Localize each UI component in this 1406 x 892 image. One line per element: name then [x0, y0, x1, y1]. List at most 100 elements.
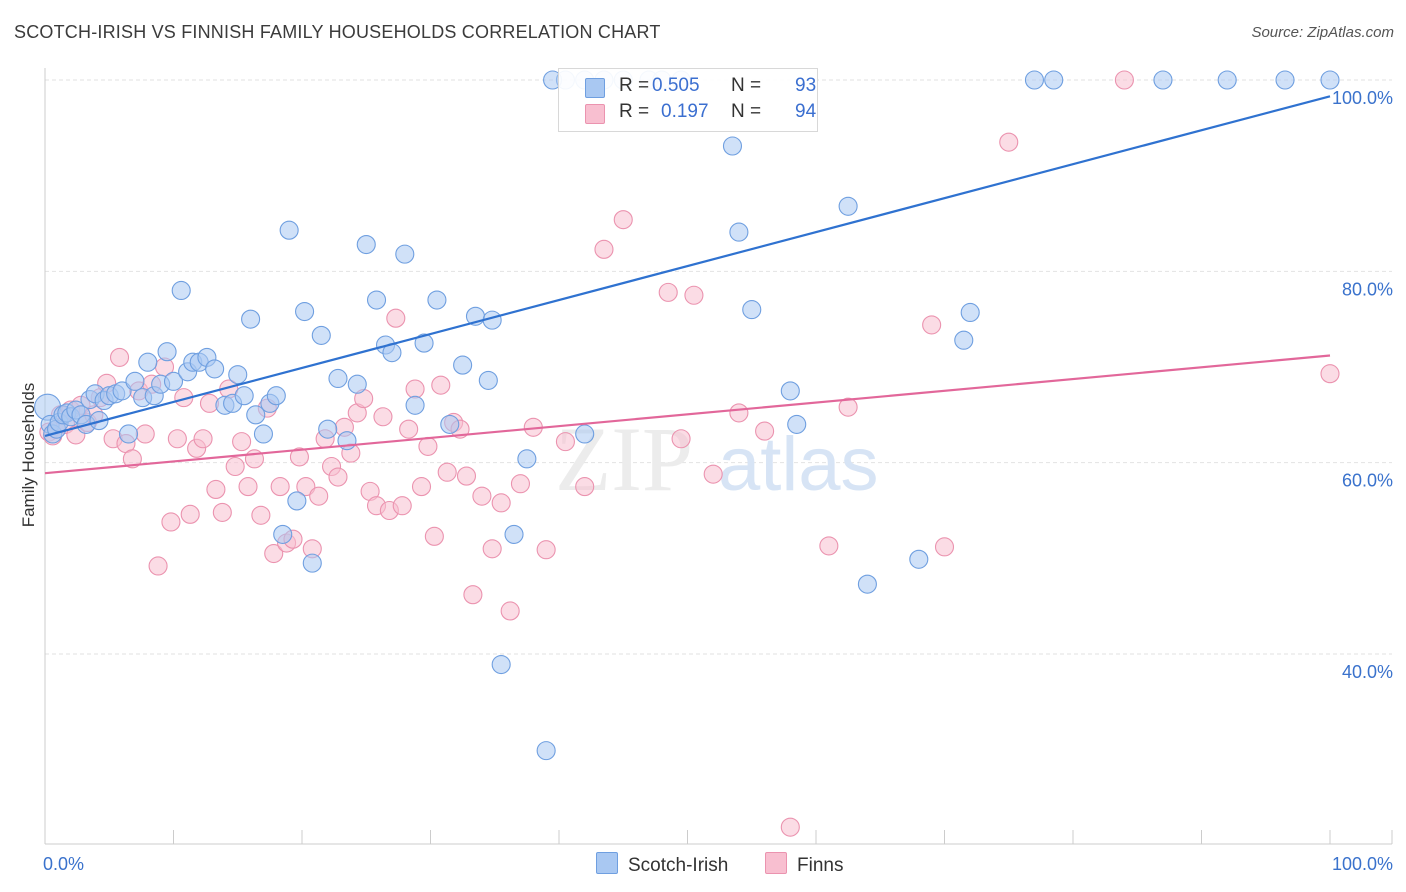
- scotch-irish-point: [405, 395, 425, 415]
- scotch-irish-point: [504, 524, 524, 544]
- finns-point: [180, 504, 200, 524]
- finns-point: [193, 429, 213, 449]
- scotch-irish-point: [112, 381, 132, 401]
- scotch-irish-point: [395, 244, 415, 264]
- finns-point: [167, 429, 187, 449]
- finns-point: [684, 285, 704, 305]
- finns-point: [296, 477, 316, 497]
- scotch-irish-point: [1024, 70, 1044, 90]
- scotch-irish-point: [125, 371, 145, 391]
- trend-line-scotch-irish: [44, 95, 1331, 437]
- finns-point: [999, 132, 1019, 152]
- legend-n-value-scotch-irish: 93: [795, 75, 817, 96]
- finns-point: [206, 479, 226, 500]
- finns-point: [135, 424, 155, 444]
- scotch-irish-point: [234, 386, 254, 406]
- finns-point: [328, 467, 348, 487]
- finns-point: [472, 486, 492, 506]
- finns-point: [482, 539, 502, 559]
- scotch-irish-point: [491, 654, 511, 675]
- y-tick-label-60: 60.0%: [1342, 471, 1393, 491]
- legend-r-value-scotch-irish: 0.505: [652, 75, 700, 96]
- scotch-irish-point: [279, 220, 299, 240]
- scotch-irish-point: [909, 549, 929, 569]
- y-tick-label-80: 80.0%: [1342, 279, 1393, 299]
- finns-point: [148, 556, 168, 576]
- trend-line-finns: [44, 354, 1331, 475]
- y-tick-label-40: 40.0%: [1342, 662, 1393, 682]
- finns-point: [386, 308, 406, 328]
- finns-point: [264, 543, 284, 564]
- scotch-irish-point: [347, 374, 367, 394]
- axes: [44, 68, 1393, 845]
- legend-r-value-finns: 0.197: [661, 101, 709, 122]
- finns-point: [500, 601, 520, 621]
- scotch-irish-point: [118, 424, 139, 444]
- x-tick-label-100: 100.0%: [1332, 854, 1393, 874]
- finns-point: [238, 477, 258, 497]
- scotch-irish-point: [295, 301, 315, 322]
- scotch-irish-point: [722, 136, 743, 156]
- scotch-irish-point: [575, 424, 595, 444]
- scotch-irish-point: [302, 553, 322, 573]
- finns-point: [613, 210, 633, 230]
- scotch-irish-point: [228, 365, 248, 385]
- legend-r-label: R =: [619, 75, 650, 96]
- scotch-irish-point: [366, 290, 387, 310]
- scotch-irish-point: [414, 333, 434, 353]
- finns-point: [225, 456, 245, 477]
- bottom-legend-swatch-scotch-irish: [596, 852, 618, 874]
- finns-point: [729, 403, 749, 423]
- finns-point: [536, 540, 556, 560]
- scotch-irish-point: [1153, 70, 1173, 90]
- scotch-irish-point: [954, 330, 974, 350]
- finns-point: [555, 432, 575, 452]
- y-axis-label: Family Households: [19, 382, 38, 528]
- scotch-irish-point: [1217, 70, 1237, 90]
- finns-point: [463, 585, 483, 605]
- scotch-irish-point: [787, 414, 807, 434]
- scotch-irish-point: [138, 352, 158, 372]
- finns-point: [575, 477, 595, 497]
- finns-point: [212, 502, 232, 522]
- scotch-irish-point: [960, 302, 980, 323]
- scotch-irish-point: [1044, 70, 1064, 90]
- finns-point: [424, 526, 444, 546]
- scotch-irish-point: [536, 741, 556, 761]
- finns-point: [431, 375, 451, 395]
- watermark: ZIP atlas: [555, 408, 879, 510]
- scotch-irish-point: [1320, 70, 1340, 90]
- legend-swatch-finns: [585, 104, 605, 124]
- scotch-irish-point: [157, 342, 177, 362]
- finns-point: [755, 421, 775, 441]
- scotch-irish-point: [453, 355, 473, 375]
- legend-swatch-scotch-irish: [585, 78, 605, 98]
- scotch-irish-point: [440, 414, 460, 434]
- legend-r-label: R =: [619, 101, 650, 122]
- scotch-irish-point: [838, 196, 858, 216]
- finns-point: [671, 429, 691, 449]
- bottom-legend-label-scotch-irish: Scotch-Irish: [628, 855, 729, 876]
- scotch-irish-point: [1275, 70, 1295, 90]
- scotch-irish-point: [163, 371, 184, 391]
- bottom-legend-label-finns: Finns: [797, 855, 844, 876]
- finns-point: [373, 407, 393, 427]
- scotch-irish-point: [356, 234, 376, 255]
- finns-point: [122, 449, 142, 469]
- finns-point: [232, 432, 252, 452]
- scotch-irish-point: [205, 359, 225, 379]
- finns-point: [251, 505, 271, 525]
- scotch-irish-point: [328, 368, 348, 389]
- finns-point: [309, 486, 329, 506]
- scotch-irish-point: [478, 370, 498, 390]
- source-label: Source: ZipAtlas.com: [1251, 24, 1394, 41]
- scotch-irish-point: [427, 290, 447, 310]
- scotch-irish-point: [311, 325, 331, 345]
- finns-point: [1114, 70, 1134, 90]
- finns-point: [491, 493, 511, 513]
- watermark-atlas: atlas: [718, 422, 879, 507]
- finns-point: [819, 536, 839, 556]
- finns-point: [392, 496, 412, 516]
- finns-point: [411, 477, 432, 497]
